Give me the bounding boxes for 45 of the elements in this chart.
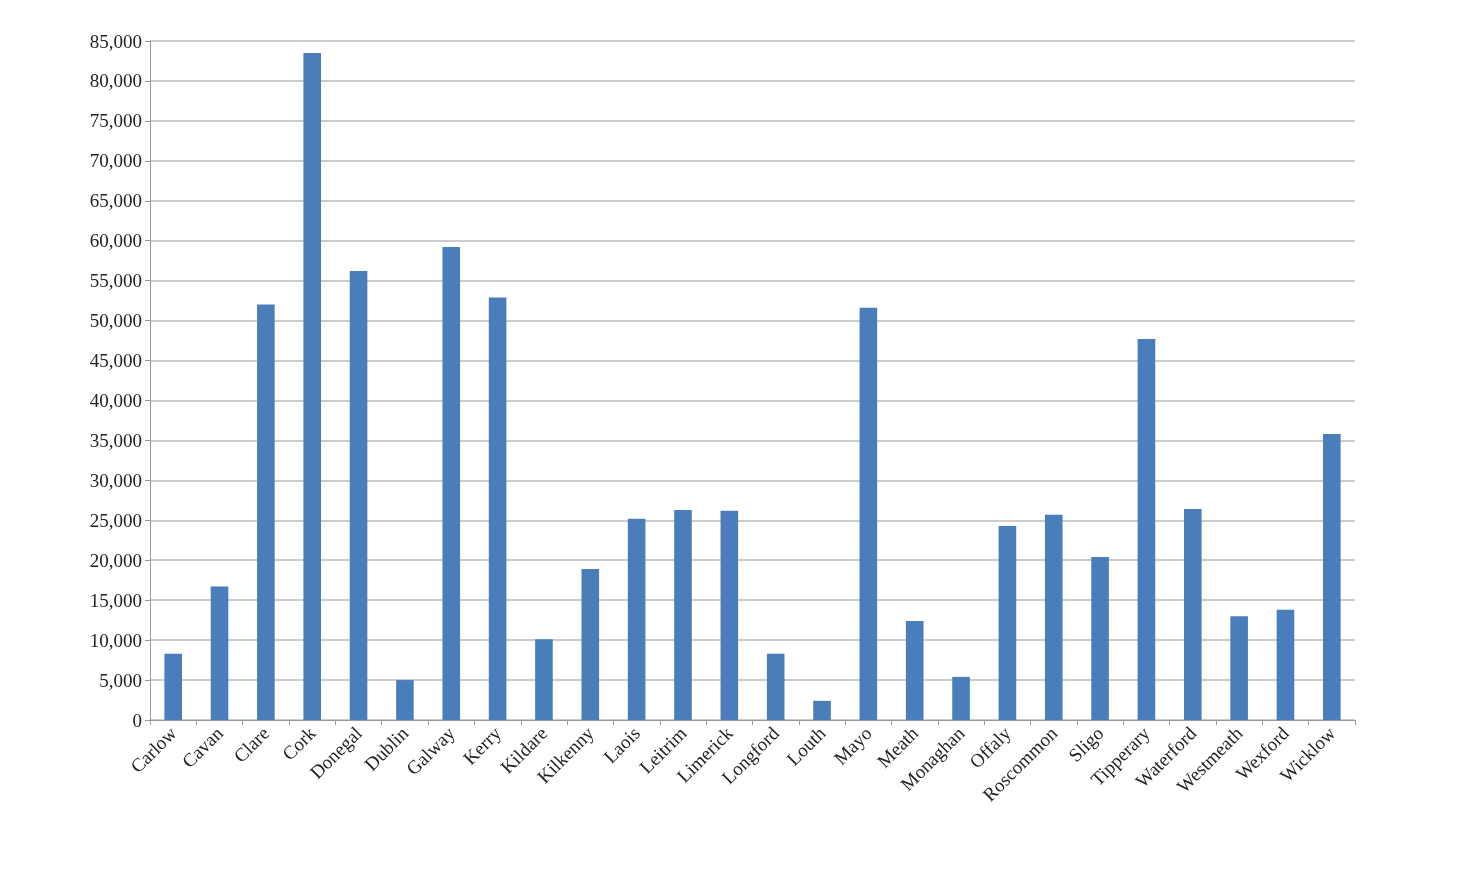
y-tick-label: 10,000 xyxy=(89,629,142,651)
bar xyxy=(349,271,368,720)
y-tick-label: 20,000 xyxy=(89,549,142,571)
bar xyxy=(303,52,322,720)
y-tick-label: 45,000 xyxy=(89,350,142,372)
bar xyxy=(210,586,229,720)
bar xyxy=(488,297,507,720)
bar xyxy=(813,700,831,720)
y-tick-label: 55,000 xyxy=(89,270,142,292)
y-tick-label: 60,000 xyxy=(89,230,142,252)
y-tick-label: 65,000 xyxy=(89,190,142,212)
bar xyxy=(1044,514,1063,720)
bar xyxy=(905,620,924,720)
bar xyxy=(1230,616,1248,720)
y-tick-label: 15,000 xyxy=(89,589,142,611)
y-tick-label: 30,000 xyxy=(89,469,142,491)
bar xyxy=(1276,609,1295,720)
y-tick-label: 0 xyxy=(132,709,142,731)
y-tick-label: 70,000 xyxy=(89,150,142,172)
bar xyxy=(1183,509,1202,720)
x-tick-label: Clare xyxy=(229,722,274,767)
bar xyxy=(396,680,414,720)
y-tick-label: 5,000 xyxy=(99,669,142,691)
bar xyxy=(627,518,646,720)
y-tick-label: 80,000 xyxy=(89,70,142,92)
y-tick-label: 25,000 xyxy=(89,509,142,531)
bar xyxy=(581,569,600,720)
y-tick-label: 35,000 xyxy=(89,429,142,451)
y-tick-label: 40,000 xyxy=(89,389,142,411)
bar xyxy=(952,676,970,720)
bar xyxy=(859,307,878,720)
bar xyxy=(535,639,553,720)
bar xyxy=(766,653,785,720)
bar xyxy=(998,525,1017,720)
bar xyxy=(1137,338,1156,720)
bar xyxy=(720,510,739,720)
bar xyxy=(164,653,182,720)
bar xyxy=(1091,557,1109,720)
y-tick-label: 85,000 xyxy=(89,30,142,52)
bar xyxy=(674,509,692,720)
bar xyxy=(1323,434,1341,720)
y-tick-label: 50,000 xyxy=(89,310,142,332)
bar xyxy=(257,304,275,720)
y-tick-label: 75,000 xyxy=(89,110,142,132)
bar xyxy=(442,247,461,720)
